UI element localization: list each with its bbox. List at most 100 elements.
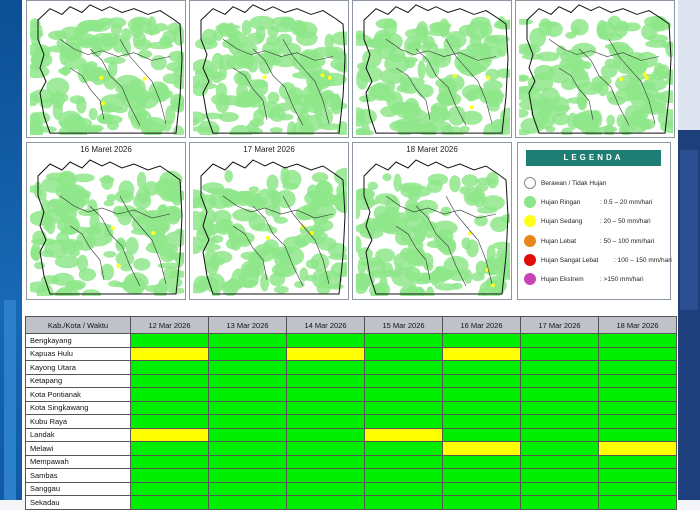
rain-area-light [97, 114, 123, 125]
rain-area-light [490, 216, 508, 233]
rain-area-light [460, 110, 483, 125]
forecast-cell-light [598, 346, 677, 361]
rain-area-light [408, 237, 424, 254]
rain-area-light [358, 95, 370, 103]
forecast-cell-moderate [442, 441, 521, 456]
rain-area-light [209, 190, 231, 210]
rain-area-light [426, 240, 446, 249]
district-boundary [548, 39, 660, 61]
forecast-cell-light [364, 414, 443, 429]
rain-area-light [392, 212, 413, 224]
rain-area-light [218, 65, 227, 81]
forecast-cell-light [208, 495, 287, 510]
rain-area-light [193, 283, 208, 294]
forecast-cell-light [208, 400, 287, 415]
legend-item-range: : 20 – 50 mm/hari [600, 218, 651, 225]
rain-area-light [547, 64, 573, 84]
rain-area-light [416, 21, 429, 41]
table-header-row: Kab./Kota / Waktu 12 Mar 2026 13 Mar 202… [25, 316, 677, 334]
rain-area-light [77, 254, 88, 272]
rain-area-light [83, 126, 102, 133]
rain-area-light [237, 42, 258, 57]
forecast-cell-light [286, 468, 365, 483]
rain-area-light [585, 124, 602, 135]
district-boundary [608, 39, 656, 124]
district-boundary [119, 39, 167, 124]
rain-area-light [328, 48, 339, 59]
rain-area-light [46, 77, 70, 97]
rain-area-light [447, 105, 466, 126]
rain-area-light [196, 243, 221, 251]
rain-area-light [218, 112, 239, 122]
rain-area-light [329, 95, 343, 115]
table-row: Landak [25, 427, 677, 442]
forecast-cell-light [442, 333, 521, 348]
rain-area-light [243, 90, 263, 105]
rain-area-light [411, 39, 422, 50]
rain-area-light [304, 94, 312, 108]
rain-area-layer [193, 166, 347, 296]
rain-area-light [103, 56, 126, 65]
rain-area-light [604, 58, 616, 68]
rain-area-light [640, 81, 655, 91]
region-name: Ketapang [25, 373, 131, 388]
rain-area-light [72, 173, 95, 183]
forecast-cell-light [442, 360, 521, 375]
rain-area-light [464, 269, 473, 284]
forecast-cell-light [208, 481, 287, 496]
rain-area-light [89, 222, 113, 240]
rain-area-light [417, 60, 426, 80]
rain-area-light [220, 281, 243, 291]
rain-area-moderate [300, 224, 305, 229]
rain-area-light [225, 55, 248, 70]
forecast-cell-light [130, 454, 209, 469]
column-header-region: Kab./Kota / Waktu [25, 316, 131, 334]
rain-area-light [54, 255, 80, 269]
rain-area-light [316, 107, 333, 127]
forecast-cell-light [364, 495, 443, 510]
forecast-cell-light [598, 360, 677, 375]
rain-area-light [471, 272, 485, 282]
rain-area-light [210, 258, 220, 271]
rain-area-moderate [468, 231, 473, 236]
rain-area-light [356, 30, 366, 40]
rain-area-light [81, 66, 105, 82]
map-panel-top-2 [189, 0, 349, 138]
rain-area-light [304, 225, 326, 236]
legend-item-name: Hujan Sedang [541, 218, 583, 225]
rain-area-light [110, 22, 123, 35]
column-header-date: 18 Mar 2026 [598, 316, 677, 334]
map-panel-top-3 [352, 0, 512, 138]
map-date-label: 18 Maret 2026 [406, 145, 458, 154]
forecast-cell-light [286, 400, 365, 415]
rain-area-light [395, 101, 422, 120]
district-boundary [59, 39, 171, 61]
rain-area-light [645, 40, 669, 48]
rain-area-light [172, 252, 184, 262]
coastline [37, 4, 183, 134]
forecast-cell-light [364, 373, 443, 388]
forecast-cell-moderate [130, 346, 209, 361]
forecast-cell-light [598, 414, 677, 429]
rain-area-light [519, 85, 540, 94]
table-row: Mempawah [25, 454, 677, 469]
forecast-cell-light [130, 468, 209, 483]
rain-area-light [78, 268, 96, 282]
rainfall-map [193, 156, 347, 296]
rain-area-light [229, 125, 253, 135]
rain-area-light [618, 125, 635, 135]
rain-area-light [571, 42, 597, 58]
rain-area-light [277, 33, 293, 47]
district-boundary [252, 205, 304, 287]
rain-area-light [423, 35, 435, 49]
legend-swatch [524, 273, 536, 285]
forecast-cell-light [598, 373, 677, 388]
rain-area-moderate [644, 75, 649, 80]
rain-area-light [31, 111, 51, 124]
rain-area-light [120, 264, 133, 272]
rain-area-light [379, 274, 388, 294]
forecast-cell-light [286, 495, 365, 510]
table-row: Kayong Utara [25, 360, 677, 375]
rain-area-light [373, 33, 391, 44]
rain-area-light [431, 268, 453, 282]
